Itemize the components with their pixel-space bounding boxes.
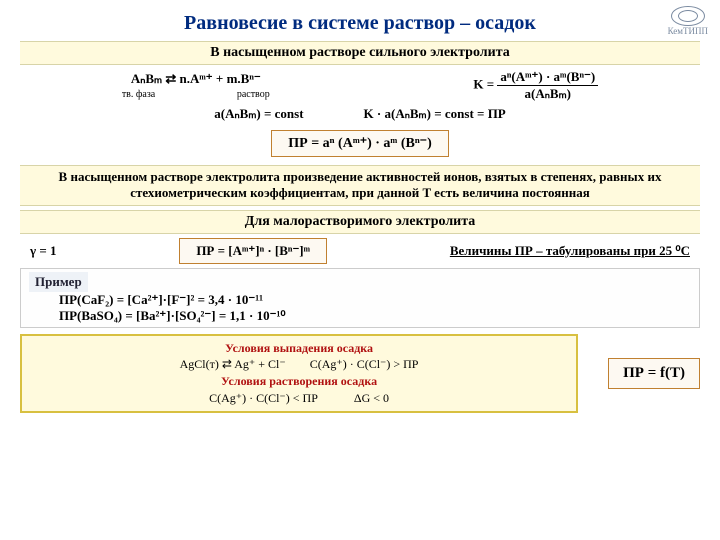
conditions-box: Условия выпадения осадка AgCl(т) ⇄ Ag⁺ +…: [20, 334, 578, 413]
activity-const: a(AₙBₘ) = const: [214, 106, 303, 122]
example-label: Пример: [29, 272, 88, 292]
logo-text: КемТИПП: [668, 26, 708, 36]
phase-solid: тв. фаза: [122, 89, 172, 100]
k-const-pr: K · a(AₙBₘ) = const = ПР: [364, 106, 506, 122]
cond-dg: ΔG < 0: [354, 391, 389, 405]
cond-precip-ineq: C(Ag⁺) · C(Cl⁻) > ПР: [310, 357, 419, 371]
k-expression: K = aⁿ(Aᵐ⁺) · aᵐ(Bⁿ⁻) a(AₙBₘ): [473, 69, 598, 102]
cond-precipitation-title: Условия выпадения осадка: [34, 340, 564, 357]
example-box: Пример ПР(CaF₂) = [Ca²⁺]·[F⁻]² = 3,4 · 1…: [20, 268, 700, 328]
equilibrium-row: AₙBₘ ⇄ n.Aᵐ⁺ + m.Bⁿ⁻ тв. фаза раствор K …: [20, 69, 700, 102]
equilibrium-eq: AₙBₘ ⇄ n.Aᵐ⁺ + m.Bⁿ⁻: [122, 71, 270, 87]
cond-dissolution-title: Условия растворения осадка: [34, 373, 564, 390]
pr-ft-box: ПР = f(T): [608, 358, 700, 389]
band-definition: В насыщенном растворе электролита произв…: [20, 165, 700, 206]
band-sparingly: Для малорастворимого электролита: [20, 210, 700, 234]
band-saturated: В насыщенном растворе сильного электроли…: [20, 41, 700, 65]
page-title: Равновесие в системе раствор – осадок: [20, 12, 700, 35]
phase-solution: раствор: [237, 89, 270, 100]
example-caf2: ПР(CaF₂) = [Ca²⁺]·[F⁻]² = 3,4 · 10⁻¹¹: [29, 292, 691, 308]
ion-row: γ = 1 ПР = [Aᵐ⁺]ⁿ · [Bⁿ⁻]ᵐ Величины ПР –…: [20, 238, 700, 264]
logo: КемТИПП: [668, 6, 708, 36]
const-row: a(AₙBₘ) = const K · a(AₙBₘ) = const = ПР: [20, 106, 700, 122]
pr-formula-box: ПР = aⁿ (Aᵐ⁺) · aᵐ (Bⁿ⁻): [271, 130, 448, 157]
cond-dissolve-ineq: C(Ag⁺) · C(Cl⁻) < ПР: [209, 391, 318, 405]
pr-ion-box: ПР = [Aᵐ⁺]ⁿ · [Bⁿ⁻]ᵐ: [179, 238, 327, 264]
gamma-one: γ = 1: [30, 243, 57, 259]
tabulated-note: Величины ПР – табулированы при 25 ⁰С: [450, 243, 690, 259]
cond-precip-eq: AgCl(т) ⇄ Ag⁺ + Cl⁻: [180, 357, 286, 371]
example-baso4: ПР(BaSO₄) = [Ba²⁺]·[SO₄²⁻] = 1,1 · 10⁻¹⁰: [29, 308, 691, 324]
